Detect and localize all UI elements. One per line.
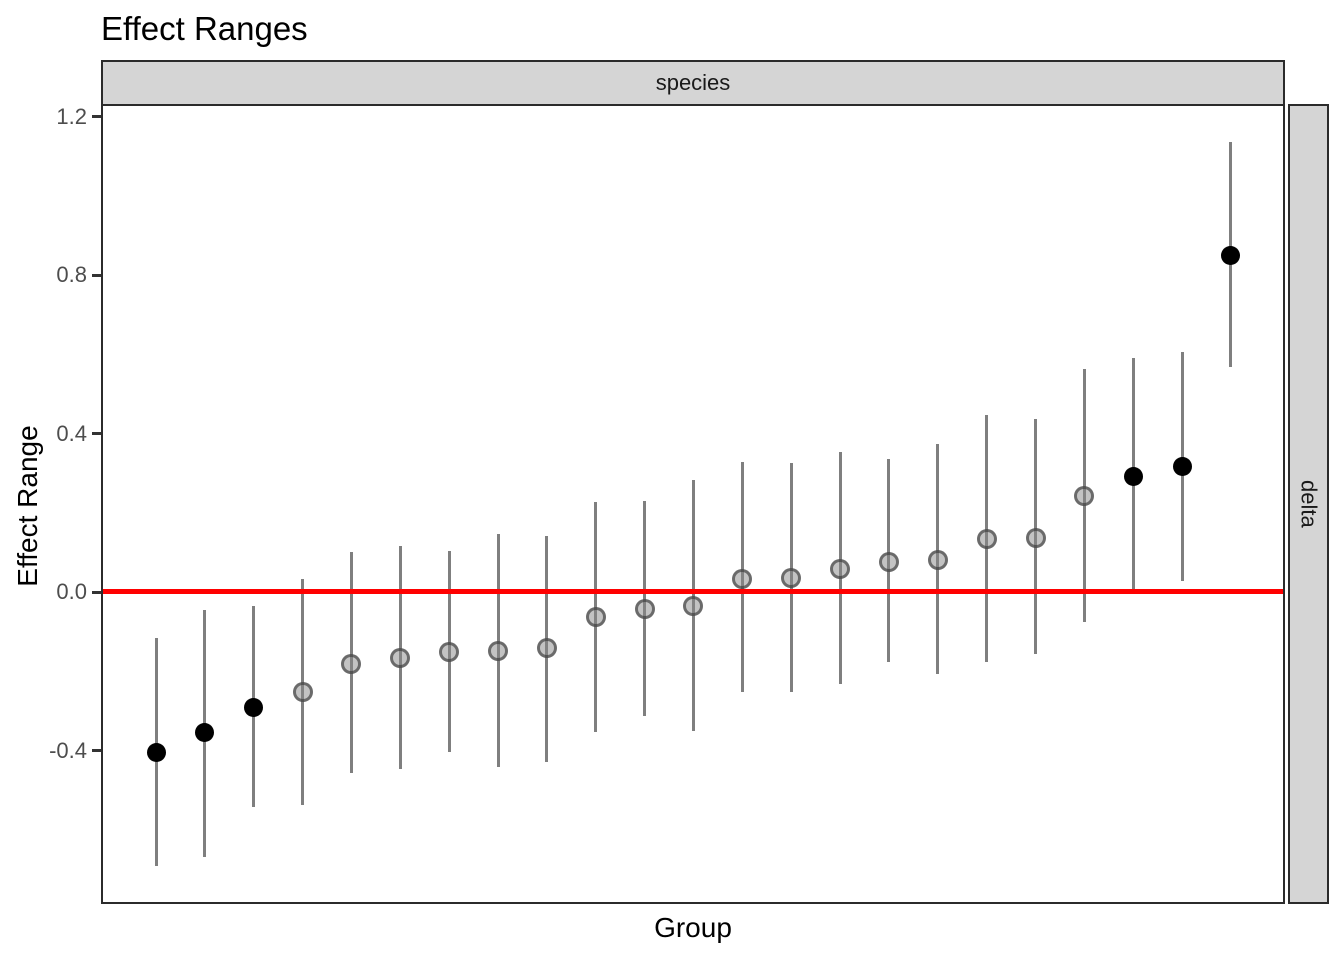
point-nonsignificant	[488, 640, 509, 661]
point-nonsignificant	[341, 653, 362, 674]
facet-strip-delta-label: delta	[1296, 480, 1322, 528]
zero-reference-line	[103, 588, 1283, 594]
point-nonsignificant	[781, 568, 802, 589]
point-nonsignificant	[878, 552, 899, 573]
point-nonsignificant	[634, 598, 655, 619]
point-nonsignificant	[830, 558, 851, 579]
plot-panel	[101, 104, 1285, 904]
plot-title: Effect Ranges	[101, 10, 308, 47]
facet-strip-species-label: species	[655, 70, 731, 95]
point-significant	[1172, 457, 1192, 477]
y-axis-title: Effect Range	[12, 425, 43, 587]
point-nonsignificant	[732, 569, 753, 590]
point-nonsignificant	[439, 642, 460, 663]
point-nonsignificant	[536, 638, 557, 659]
y-tick-mark	[92, 273, 101, 277]
facet-strip-delta: delta	[1288, 104, 1329, 904]
point-nonsignificant	[1074, 485, 1095, 506]
point-significant	[1123, 466, 1143, 486]
point-nonsignificant	[927, 549, 948, 570]
y-tick-label: 1.2	[56, 103, 87, 129]
point-nonsignificant	[390, 648, 411, 669]
point-significant	[195, 722, 215, 742]
point-nonsignificant	[292, 682, 313, 703]
y-tick-mark	[92, 115, 101, 118]
point-significant	[146, 742, 166, 762]
point-nonsignificant	[585, 606, 606, 627]
y-tick-mark	[92, 749, 101, 752]
y-tick-label: 0.4	[56, 420, 87, 446]
facet-strip-species: species	[101, 60, 1285, 106]
y-tick-label: 0.0	[56, 579, 87, 604]
x-axis-title: Group	[654, 912, 732, 943]
point-nonsignificant	[683, 595, 704, 616]
y-tick-label: -0.4	[49, 737, 87, 763]
y-tick-mark	[92, 590, 101, 594]
point-significant	[244, 697, 264, 717]
point-significant	[1221, 245, 1241, 265]
point-nonsignificant	[976, 529, 997, 550]
point-nonsignificant	[1025, 528, 1046, 549]
y-tick-mark	[92, 432, 101, 435]
y-tick-label: 0.8	[56, 262, 87, 287]
